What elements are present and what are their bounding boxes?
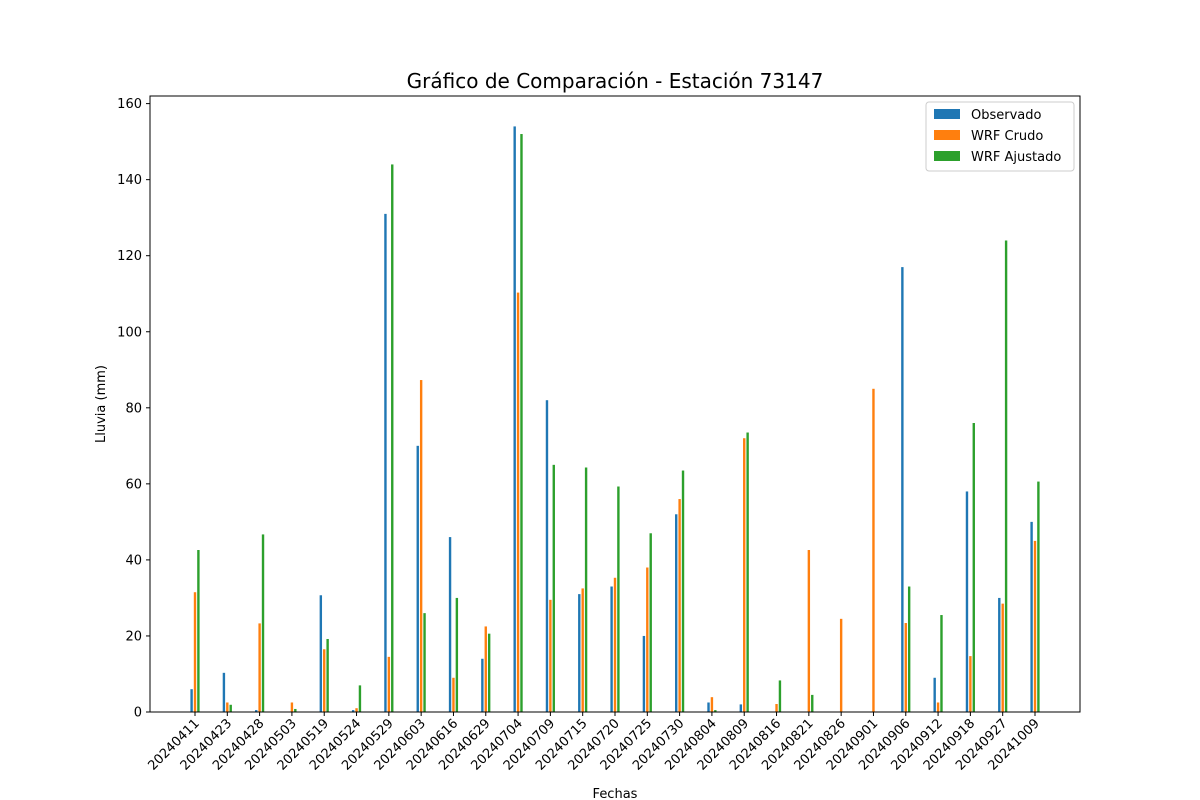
bar-wrf-crudo-20241009 (1033, 540, 1037, 712)
bar-wrf-ajustado-20240519 (326, 638, 329, 712)
bar-wrf-crudo-20240720 (613, 577, 617, 712)
bar-wrf-ajustado-20240730 (681, 470, 685, 712)
bar-wrf-ajustado-20240804 (714, 710, 717, 712)
bar-wrf-ajustado-20240503 (294, 708, 297, 712)
bar-wrf-crudo-20240519 (323, 649, 326, 712)
y-tick-label: 0 (134, 706, 142, 721)
bar-wrf-crudo-20240529 (387, 656, 391, 712)
legend-label-wrf-ajustado: WRF Ajustado (971, 150, 1061, 165)
bar-wrf-crudo-20240524 (355, 708, 358, 712)
bar-observado-20240709 (545, 400, 549, 712)
y-axis: 0 20 40 60 80 100 120 140 160 (117, 97, 150, 721)
bar-wrf-crudo-20240616 (452, 677, 455, 712)
bar-wrf-crudo-20240927 (1001, 603, 1004, 712)
x-axis-label: Fechas (593, 787, 638, 800)
bar-wrf-ajustado-20240809 (746, 432, 749, 712)
bar-wrf-ajustado-20240918 (972, 423, 975, 712)
bar-wrf-ajustado-20240423 (229, 704, 232, 712)
y-axis-label: Lluvia (mm) (94, 365, 109, 443)
bar-observado-20240616 (448, 537, 452, 712)
y-tick-label: 80 (125, 401, 142, 416)
legend-label-wrf-crudo: WRF Crudo (971, 129, 1043, 144)
bar-wrf-ajustado-20240428 (261, 534, 265, 712)
bar-observado-20240720 (610, 586, 613, 712)
bar-wrf-ajustado-20240715 (584, 467, 588, 712)
legend-frame (925, 101, 1075, 172)
bar-observado-20240730 (675, 514, 678, 712)
bar-wrf-crudo-20240826 (839, 618, 843, 712)
bar-wrf-crudo-20240901 (872, 388, 875, 712)
bar-wrf-ajustado-20240616 (455, 597, 459, 712)
bar-wrf-crudo-20240503 (290, 702, 294, 712)
bar-observado-20240519 (319, 595, 323, 712)
y-tick-label: 160 (117, 97, 142, 112)
bar-wrf-crudo-20240918 (969, 656, 972, 712)
y-tick-label: 120 (117, 249, 142, 264)
bar-wrf-crudo-20240603 (419, 380, 423, 712)
bar-observado-20240809 (739, 704, 743, 712)
bar-wrf-ajustado-20240725 (649, 533, 652, 712)
bar-observado-20240704 (513, 126, 516, 713)
bar-observado-20240629 (481, 658, 484, 712)
bar-observado-20240912 (933, 677, 936, 712)
y-tick-label: 20 (125, 629, 142, 644)
bar-wrf-ajustado-20240709 (552, 464, 555, 712)
bar-wrf-crudo-20240428 (258, 623, 261, 712)
bar-wrf-crudo-20240725 (646, 567, 649, 712)
bar-wrf-ajustado-20240524 (358, 685, 362, 712)
bar-observado-20240524 (351, 710, 355, 712)
bar-wrf-crudo-20240411 (193, 592, 197, 712)
bar-wrf-crudo-20240821 (807, 550, 811, 712)
y-tick-label: 40 (125, 553, 142, 568)
bar-wrf-crudo-20240906 (904, 623, 907, 712)
bar-marks (190, 126, 1040, 713)
bar-observado-20240918 (965, 491, 969, 712)
bar-wrf-ajustado-20240906 (907, 586, 911, 712)
bar-observado-20241009 (1030, 521, 1033, 712)
bar-observado-20240725 (642, 635, 646, 712)
legend-swatch-wrf-crudo (934, 130, 960, 140)
bar-wrf-crudo-20240704 (516, 292, 520, 712)
legend-swatch-wrf-ajustado (934, 151, 960, 161)
bar-wrf-ajustado-20240927 (1004, 240, 1008, 713)
bar-observado-20240529 (384, 213, 387, 712)
bar-observado-20240428 (255, 710, 258, 712)
bar-observado-20240423 (222, 672, 226, 712)
bar-observado-20240804 (707, 702, 710, 712)
y-tick-label: 60 (125, 477, 142, 492)
bar-observado-20240411 (190, 689, 193, 712)
bar-wrf-ajustado-20240629 (487, 633, 491, 712)
bar-observado-20240906 (901, 267, 904, 712)
bar-wrf-ajustado-20240821 (811, 694, 814, 712)
x-axis: 2024041120240423202404282024050320240519… (145, 712, 1043, 774)
bar-observado-20240603 (416, 445, 419, 712)
bar-wrf-ajustado-20240411 (197, 550, 200, 712)
bar-wrf-crudo-20240715 (581, 588, 584, 712)
bar-wrf-crudo-20240709 (549, 599, 552, 712)
legend-label-observado: Observado (971, 108, 1042, 123)
bar-wrf-ajustado-20240912 (940, 615, 943, 712)
bar-wrf-ajustado-20241009 (1037, 481, 1040, 712)
bar-wrf-crudo-20240730 (678, 499, 681, 712)
bar-wrf-crudo-20240423 (226, 702, 229, 712)
bar-wrf-crudo-20240804 (710, 697, 714, 712)
bar-observado-20240927 (998, 597, 1001, 712)
bar-wrf-ajustado-20240529 (391, 164, 394, 712)
bar-wrf-crudo-20240629 (484, 626, 487, 712)
bar-wrf-ajustado-20240720 (617, 486, 620, 712)
y-tick-label: 100 (117, 325, 142, 340)
bar-observado-20240715 (578, 594, 581, 712)
bar-wrf-crudo-20240912 (936, 702, 940, 712)
bar-wrf-ajustado-20240603 (423, 613, 426, 712)
bar-wrf-ajustado-20240704 (520, 134, 523, 712)
bar-wrf-crudo-20240809 (743, 438, 746, 712)
y-tick-label: 140 (117, 173, 142, 188)
chart-title: Gráfico de Comparación - Estación 73147 (407, 69, 824, 93)
legend-swatch-observado (934, 109, 960, 119)
legend: Observado WRF Crudo WRF Ajustado (925, 101, 1075, 172)
bar-wrf-ajustado-20240816 (778, 680, 782, 712)
bar-wrf-crudo-20240816 (775, 704, 778, 712)
